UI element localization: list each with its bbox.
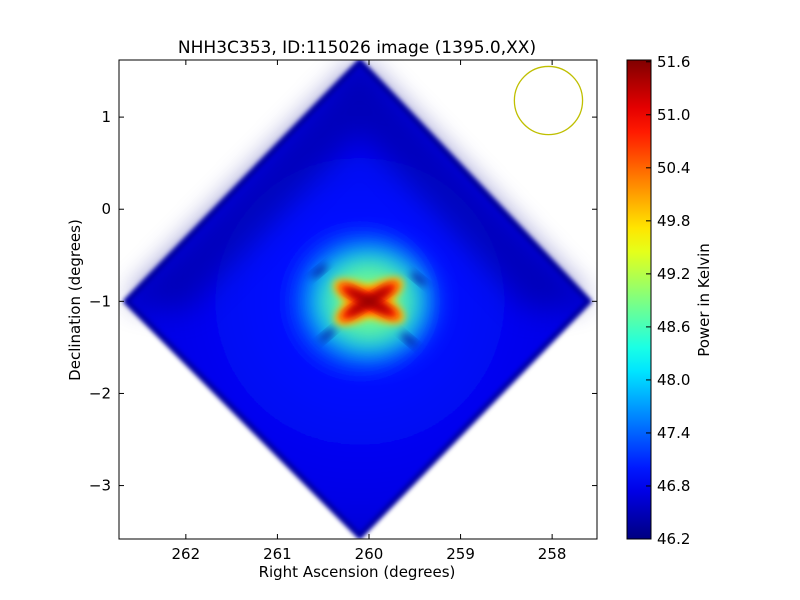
colorbar-ticks: 46.2 46.8 47.4 48.0 48.6 49.2 49.8 50.4 51.0 51.6 [646,53,690,548]
field-edge-shading [126,61,589,312]
colorbar-tick-label: 51.0 [657,106,690,124]
x-tick-label: 259 [446,545,475,563]
plot-frame [118,59,598,540]
colorbar-tick-label: 46.8 [657,477,690,495]
x-tick-label: 260 [355,545,384,563]
chart-title: NHH3C353, ID:115026 image (1395.0,XX) [178,38,536,58]
colorbar-label: Power in Kelvin [695,243,713,357]
colorbar-gradient [627,60,651,539]
x-tick-label: 262 [172,545,201,563]
y-tick-label: −2 [89,384,111,402]
sidelobe-streak [410,272,427,286]
y-tick-label: −3 [89,477,111,495]
x-axis: 262 261 260 259 258 [172,60,567,563]
y-tick-label: −1 [89,292,111,310]
heatmap-image [119,60,597,539]
source-arm-core-b [346,287,392,316]
bright-source [306,245,431,358]
y-axis: 1 0 −1 −2 −3 [89,108,597,495]
colorbar: 46.2 46.8 47.4 48.0 48.6 49.2 49.8 50.4 51.0 51.6… [626,53,713,548]
colorbar-tick-label: 48.0 [657,371,690,389]
colorbar-tick-label: 46.2 [657,530,690,548]
y-tick-label: 0 [101,200,111,218]
colorbar-tick-label: 48.6 [657,318,690,336]
x-tick-label: 261 [263,545,292,563]
sidelobe-streak [401,332,417,347]
colorbar-tick-label: 51.6 [657,53,690,71]
x-tick-label: 258 [538,545,567,563]
y-tick-label: 1 [101,108,111,126]
colorbar-tick-label: 50.4 [657,159,690,177]
y-axis-label: Declination (degrees) [66,219,84,381]
x-axis-label: Right Ascension (degrees) [259,563,456,581]
sidelobe-streak [311,264,328,278]
colorbar-tick-label: 49.2 [657,265,690,283]
sidelobe-streak [319,328,336,342]
colorbar-tick-label: 47.4 [657,424,690,442]
beam-circle [513,65,584,136]
colorbar-frame [626,59,652,540]
colorbar-tick-label: 49.8 [657,212,690,230]
